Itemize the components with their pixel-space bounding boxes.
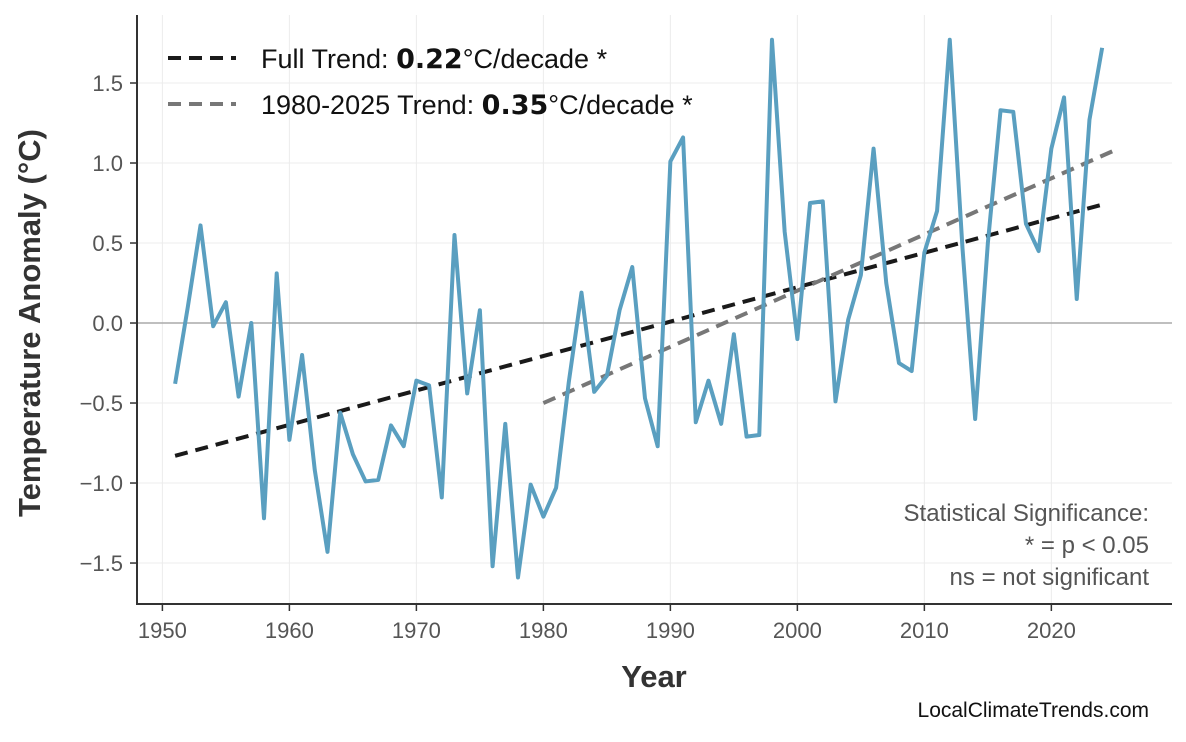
x-tick-label: 1970 — [392, 618, 441, 643]
x-tick-label: 2020 — [1027, 618, 1076, 643]
significance-line1: * = p < 0.05 — [1025, 532, 1149, 559]
credit: LocalClimateTrends.com — [918, 699, 1149, 722]
x-tick-label: 2010 — [900, 618, 949, 643]
x-tick-label: 1990 — [646, 618, 695, 643]
series-line — [175, 40, 1102, 578]
legend-label-recent-trend: 1980-2025 Trend: 0.35°C/decade * — [261, 90, 693, 121]
y-ticks: −1.5 −1.0 −0.5 0.0 0.5 1.0 1.5 — [80, 71, 137, 576]
x-tick-label: 1980 — [519, 618, 568, 643]
significance-note: Statistical Significance: * = p < 0.05 n… — [904, 500, 1150, 591]
significance-title: Statistical Significance: — [904, 500, 1149, 527]
y-tick-label: 1.0 — [92, 151, 123, 176]
x-axis-label: Year — [621, 659, 687, 694]
significance-line2: ns = not significant — [950, 564, 1150, 591]
x-tick-label: 1960 — [265, 618, 314, 643]
y-tick-label: −1.0 — [80, 471, 123, 496]
y-tick-label: 0.0 — [92, 311, 123, 336]
y-axis-label: Temperature Anomaly (°C) — [12, 129, 47, 517]
data-points — [175, 40, 1102, 578]
y-tick-label: 1.5 — [92, 71, 123, 96]
legend-label-full-trend: Full Trend: 0.22°C/decade * — [261, 44, 608, 75]
x-ticks: 1950 1960 1970 1980 1990 2000 2010 2020 — [138, 604, 1076, 643]
x-tick-label: 1950 — [138, 618, 187, 643]
x-tick-label: 2000 — [773, 618, 822, 643]
legend: Full Trend: 0.22°C/decade * 1980-2025 Tr… — [168, 44, 693, 121]
y-tick-label: 0.5 — [92, 231, 123, 256]
y-tick-label: −1.5 — [80, 551, 123, 576]
y-tick-label: −0.5 — [80, 391, 123, 416]
